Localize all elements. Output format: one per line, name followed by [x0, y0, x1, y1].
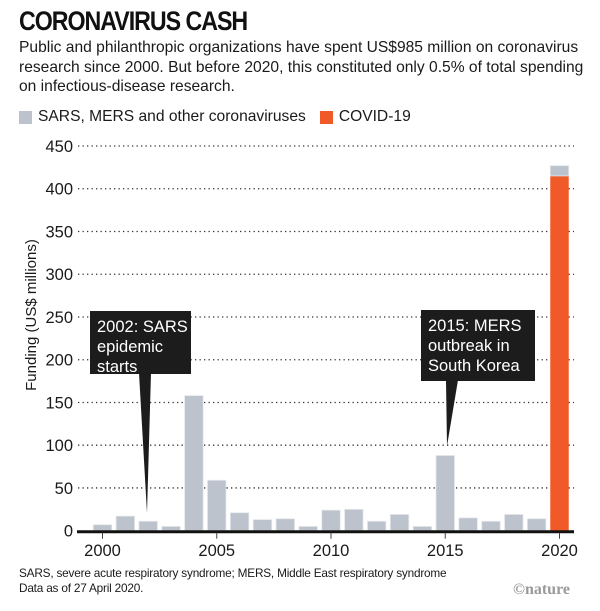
legend-swatch-orange: [319, 110, 333, 124]
footnote-data-date: Data as of 27 April 2020.: [19, 581, 144, 595]
bar-2020-other-coronaviruses: [549, 165, 570, 177]
footnote-abbreviations: SARS, severe acute respiratory syndrome;…: [19, 566, 447, 580]
y-tick-label: 400: [45, 181, 73, 199]
callout-text: South Korea: [428, 357, 521, 375]
bar-2019-other-coronaviruses: [527, 518, 547, 532]
bar-2020-covid19: [550, 175, 569, 531]
callout-text: epidemic: [97, 338, 163, 356]
x-tick-label: 2010: [313, 542, 350, 560]
callout-pointer: [139, 373, 151, 513]
legend-swatch-gray: [19, 110, 32, 124]
bar-2000-other-coronaviruses: [92, 524, 113, 532]
y-tick-label: 100: [45, 437, 73, 455]
y-axis-label: Funding (US$ millions): [23, 239, 40, 391]
gridlines: [78, 145, 574, 489]
callout-pointer: [446, 380, 458, 446]
y-tick-label: 50: [55, 480, 73, 498]
x-tick-label: 2005: [198, 542, 235, 560]
chart-title: CORONAVIRUS CASH: [19, 6, 248, 36]
chart-subtitle: Public and philanthropic organizations h…: [19, 39, 584, 95]
annotation-callout-2002: 2002: SARS epidemic starts: [90, 311, 191, 513]
callout-text: starts: [97, 358, 137, 376]
bar-2012-other-coronaviruses: [367, 520, 387, 532]
bar-2004-other-coronaviruses: [184, 395, 204, 532]
bar-2018-other-coronaviruses: [504, 514, 524, 532]
bar-2011-other-coronaviruses: [344, 508, 364, 532]
bar-2007-other-coronaviruses: [252, 519, 273, 532]
x-tick-label: 2015: [427, 542, 464, 560]
nature-credit-logo: ©nature: [513, 581, 570, 598]
legend-item-covid19: COVID-19: [319, 108, 411, 126]
y-tick-label: 250: [45, 309, 73, 327]
callout-text: 2015: MERS: [428, 317, 522, 335]
bar-2001-other-coronaviruses: [115, 515, 135, 532]
callout-text: outbreak in: [428, 337, 510, 355]
y-tick-label: 450: [45, 138, 73, 156]
y-tick-label: 350: [45, 223, 73, 241]
annotations: 2002: SARS epidemic starts 2015: MERS outbre…: [90, 310, 535, 513]
bar-2008-other-coronaviruses: [275, 518, 295, 532]
bars: [92, 165, 570, 532]
legend-label: SARS, MERS and other coronaviruses: [38, 108, 306, 125]
x-tick-labels: 2000 2005 2010 2015 2020: [84, 532, 578, 560]
legend: SARS, MERS and other coronaviruses COVID…: [19, 108, 425, 126]
x-tick-label: 2020: [541, 542, 578, 560]
bar-2016-other-coronaviruses: [458, 517, 478, 532]
bar-2003-other-coronaviruses: [161, 526, 181, 532]
bar-2013-other-coronaviruses: [389, 514, 410, 532]
callout-box: [421, 310, 535, 381]
footnote: SARS, severe acute respiratory syndrome;…: [19, 566, 447, 596]
x-tick-label: 2000: [84, 542, 121, 560]
annotation-callout-2015: 2015: MERS outbreak in South Korea: [421, 310, 535, 446]
legend-label: COVID-19: [338, 108, 411, 125]
legend-item-other-coronaviruses: SARS, MERS and other coronaviruses: [19, 108, 306, 126]
bar-2002-other-coronaviruses: [138, 520, 158, 532]
bar-2017-other-coronaviruses: [481, 520, 501, 532]
y-tick-label: 0: [64, 523, 73, 541]
callout-box: [90, 311, 191, 374]
bar-2014-other-coronaviruses: [412, 526, 433, 532]
y-tick-label: 200: [45, 352, 73, 370]
bar-2009-other-coronaviruses: [298, 526, 318, 532]
callout-text: 2002: SARS: [97, 318, 188, 336]
y-tick-labels: 0 50 100 150 200 250 300 350 400 450: [45, 138, 73, 541]
bar-2006-other-coronaviruses: [229, 512, 250, 532]
bar-2005-other-coronaviruses: [207, 479, 227, 532]
y-tick-label: 150: [45, 394, 73, 412]
bar-2015-other-coronaviruses: [435, 455, 455, 532]
bar-2010-other-coronaviruses: [321, 509, 341, 532]
y-tick-label: 300: [45, 266, 73, 284]
